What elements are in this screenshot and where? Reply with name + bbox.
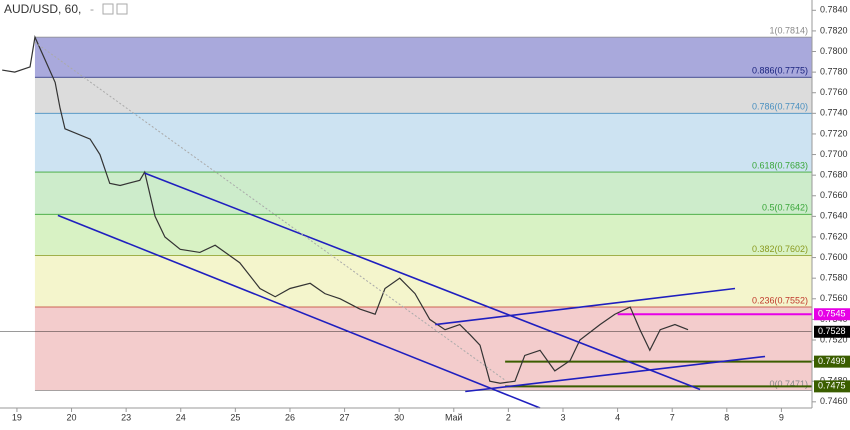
y-tick-label: 0.7720 <box>820 128 848 138</box>
y-tick-label: 0.7740 <box>820 108 848 118</box>
y-tick-label: 0.7700 <box>820 149 848 159</box>
price-label: 0.7499 <box>818 356 846 366</box>
trend-line <box>144 172 701 391</box>
price-label-box <box>814 308 850 321</box>
x-tick-label: 8 <box>724 412 729 422</box>
y-tick-label: 0.7640 <box>820 211 848 221</box>
price-label-box <box>814 380 850 393</box>
fib-zone <box>34 307 812 391</box>
x-tick-label: 3 <box>560 412 565 422</box>
y-tick-label: 0.7820 <box>820 25 848 35</box>
y-tick-label: 0.7600 <box>820 252 848 262</box>
fib-level-label: 0.786(0.7740) <box>752 102 808 112</box>
y-tick-label: 0.7780 <box>820 66 848 76</box>
x-tick-label: 30 <box>394 412 404 422</box>
y-tick-label: 0.7580 <box>820 273 848 283</box>
y-tick-label: 0.7560 <box>820 293 848 303</box>
x-tick-label: 27 <box>340 412 350 422</box>
settings-button[interactable] <box>102 3 114 15</box>
price-label: 0.7528 <box>818 326 846 336</box>
x-tick-label: 9 <box>779 412 784 422</box>
x-tick-label: 23 <box>121 412 131 422</box>
y-tick-label: 0.7660 <box>820 190 848 200</box>
title-suffix: - <box>90 2 94 16</box>
x-tick-label: Май <box>445 412 463 422</box>
x-tick-label: 26 <box>285 412 295 422</box>
plot-area: 1(0.7814) 0.886(0.7775) 0.786(0.7740) 0.618… <box>0 25 812 409</box>
fib-level-label: 1(0.7814) <box>769 25 808 35</box>
y-tick-label: 0.7460 <box>820 396 848 406</box>
y-tick-label: 0.7760 <box>820 87 848 97</box>
fib-zone <box>34 172 812 215</box>
y-tick-label: 0.7800 <box>820 46 848 56</box>
close-button[interactable] <box>116 3 128 15</box>
x-tick-label: 4 <box>615 412 620 422</box>
fib-zone <box>34 77 812 114</box>
x-tick-label: 7 <box>670 412 675 422</box>
y-tick-label: 0.7680 <box>820 170 848 180</box>
fib-zone <box>34 113 812 173</box>
y-tick-label: 0.7620 <box>820 231 848 241</box>
price-line-series <box>2 35 689 384</box>
fib-zone <box>34 37 812 78</box>
x-tick-label: 24 <box>176 412 186 422</box>
x-tick-label: 19 <box>12 412 22 422</box>
chart-title: AUD/USD, 60, <box>4 2 81 16</box>
price-label-box <box>814 325 850 338</box>
price-label: 0.7545 <box>818 309 846 319</box>
y-tick-label: 0.7840 <box>820 5 848 15</box>
fib-level-label: 0.382(0.7602) <box>752 244 808 254</box>
trend-line <box>34 41 506 381</box>
price-label-box <box>814 355 850 368</box>
x-tick-label: 2 <box>506 412 511 422</box>
fib-level-label: 0.618(0.7683) <box>752 160 808 170</box>
fib-level-label: 0(0.7471) <box>769 379 808 389</box>
x-tick-label: 25 <box>230 412 240 422</box>
fib-zone <box>34 214 812 256</box>
fib-level-label: 0.5(0.7642) <box>762 203 808 213</box>
trend-line <box>435 287 736 326</box>
price-label: 0.7475 <box>818 381 846 391</box>
fib-level-label: 0.236(0.7552) <box>752 295 808 305</box>
y-tick-label: 0.7520 <box>820 334 848 344</box>
x-tick-label: 20 <box>67 412 77 422</box>
trend-line <box>57 214 541 409</box>
trend-line <box>465 355 766 393</box>
fib-level-label: 0.886(0.7775) <box>752 66 808 76</box>
